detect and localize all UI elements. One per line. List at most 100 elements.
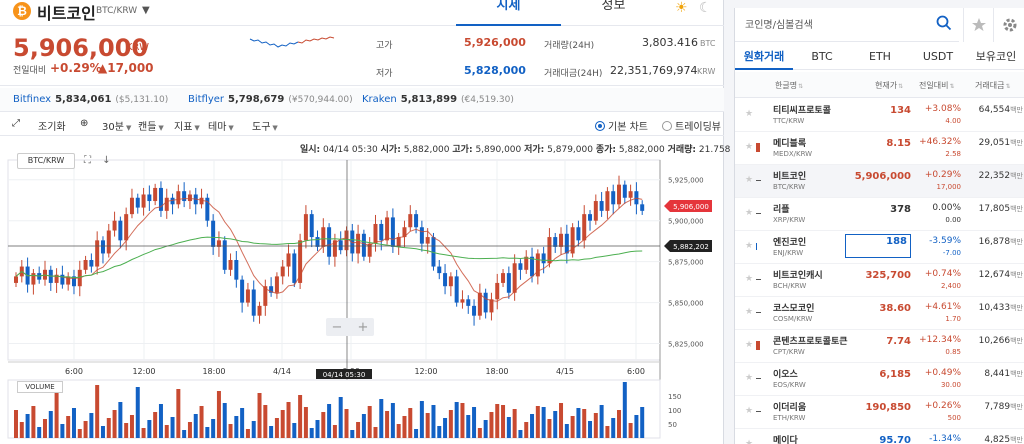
candle-body (483, 292, 488, 313)
volume-bar (222, 403, 227, 438)
indicator-select[interactable]: 지표 ▼ (174, 122, 200, 133)
x-tick-label: 12:00 (132, 367, 155, 376)
favorite-star-icon[interactable]: ★ (745, 175, 754, 185)
favorite-star-icon[interactable]: ★ (745, 241, 754, 251)
settings-button[interactable] (993, 8, 1024, 42)
expand-icon[interactable]: ⤢ (12, 118, 20, 129)
table-row[interactable]: ★ 메이다 95.70 -1.34% 4,825백만 (735, 429, 1024, 444)
basic-chart-radio[interactable]: 기본 차트 (595, 118, 648, 133)
volume-bar (182, 430, 187, 438)
coin-dropdown-icon[interactable]: ▼ (142, 5, 150, 16)
trade-panel: ₿ 비트코인 BTC/KRW ▼ 시세 정보 ☀ ☾ 5,906,000 KRW… (0, 0, 730, 444)
volume-bar (582, 409, 587, 438)
col-name[interactable]: 한글명⇅ (775, 81, 804, 90)
favorite-star-icon[interactable]: ★ (745, 307, 754, 317)
price-chart[interactable]: 5,925,000 5,900,000 5,875,000 5,850,000 5,82… (0, 138, 724, 444)
favorite-star-icon[interactable]: ★ (745, 109, 754, 119)
coin-price: 7.74 (886, 336, 911, 347)
coin-name[interactable]: 비트코인 (37, 4, 96, 23)
candle-body (240, 279, 245, 303)
table-row[interactable]: ★ 콘텐츠프로토콜토큰 CPT/KRW 7.74 +12.34% 0.85 10,266백만 (735, 330, 1024, 363)
candle-body (472, 305, 477, 316)
change-label: 전일대비 (13, 66, 47, 76)
candle-body (518, 263, 523, 270)
tab-quote[interactable]: 시세 (456, 0, 561, 26)
table-row[interactable]: ★ 이더리움 ETH/KRW 190,850 +0.26% 500 7,789백만 (735, 396, 1024, 429)
coin-change-percent: +0.26% (924, 401, 961, 411)
volume-bar (42, 419, 47, 438)
col-volume[interactable]: 거래대금⇅ (975, 81, 1011, 90)
favorite-star-icon[interactable]: ★ (745, 340, 754, 350)
y-tick-label: 5,875,000 (668, 259, 704, 267)
fullscreen-icon[interactable]: ⛶ (84, 155, 91, 166)
table-row[interactable]: ★ 메디블록 MEDX/KRW 8.15 +46.32% 2.58 29,051백만 (735, 132, 1024, 165)
favorite-star-icon[interactable]: ★ (745, 274, 754, 284)
sun-icon[interactable]: ☀ (675, 0, 688, 16)
exchange-bitfinex: Bitfinex 5,834,061 ($5,131.10) (13, 94, 169, 105)
candle-body (95, 240, 100, 267)
chart-pair-tag[interactable]: BTC/KRW (17, 153, 75, 169)
volume-bar (489, 412, 494, 438)
search-icon[interactable] (935, 14, 953, 32)
candle-body (576, 227, 581, 241)
candle-body (414, 214, 419, 228)
theme-select[interactable]: 테마 ▼ (208, 122, 234, 133)
candle-body (303, 214, 308, 241)
volume-bar (338, 397, 343, 438)
candle-body (332, 240, 337, 257)
volume-bar (541, 407, 546, 438)
col-change[interactable]: 전일대비⇅ (919, 81, 955, 90)
volume-bar (547, 419, 552, 438)
candle-select[interactable]: 캔들 ▼ (138, 122, 164, 133)
market-panel: 원화거래 BTC ETH USDT 보유코인 한글명⇅ 현재가⇅ 전일대비⇅ 거… (734, 8, 1024, 444)
table-row[interactable]: ★ 이오스 EOS/KRW 6,185 +0.49% 30.00 8,441백만 (735, 363, 1024, 396)
volume-bar (559, 403, 564, 438)
candle-body (466, 299, 471, 306)
coin-name: 엔진코인 (773, 238, 807, 248)
volume-bar (263, 405, 268, 438)
volume-bar (530, 414, 535, 438)
volume-bar (77, 429, 82, 438)
interval-select[interactable]: 30분 ▼ (102, 122, 132, 133)
volume-bar (570, 416, 575, 438)
favorite-star-icon[interactable]: ★ (745, 142, 754, 152)
table-row[interactable]: ★ 비트코인 BTC/KRW 5,906,000 +0.29% 17,000 22,352백… (735, 165, 1024, 198)
reset-button[interactable]: 조기화 (38, 122, 66, 133)
volume-bar (512, 409, 517, 438)
table-row[interactable]: ★ 티티씨프로토콜 TTC/KRW 134 +3.08% 4.00 64,554백만 (735, 99, 1024, 132)
price-unit: KRW (126, 42, 149, 53)
volume-bar (66, 416, 71, 438)
volume-bar (135, 387, 140, 438)
favorite-star-icon[interactable]: ★ (745, 439, 754, 444)
moon-icon[interactable]: ☾ (699, 0, 712, 16)
favorite-star-icon[interactable]: ★ (745, 373, 754, 383)
candle-body (31, 273, 36, 285)
table-row[interactable]: ★ 비트코인캐시 BCH/KRW 325,700 +0.74% 2,400 12,674백만 (735, 264, 1024, 297)
tab-eth-market[interactable]: ETH (869, 50, 891, 63)
table-row[interactable]: ★ 리플 XRP/KRW 378 0.00% 0.00 17,805백만 (735, 198, 1024, 231)
flat-indicator-icon (756, 279, 761, 280)
candle-body (628, 191, 633, 198)
table-row[interactable]: ★ 엔진코인 ENJ/KRW 188 -3.59% -7.00 16,878백만 (735, 231, 1024, 264)
arrow-down-icon[interactable]: ↓ (102, 155, 111, 166)
coin-price: 134 (890, 105, 911, 116)
globe-icon[interactable]: ⊕ (80, 118, 89, 129)
x-tick-label: 4/14 (273, 367, 291, 376)
candle-body (506, 273, 511, 293)
tab-btc-market[interactable]: BTC (811, 50, 833, 63)
volume-bar (495, 404, 500, 438)
tab-holdings[interactable]: 보유코인 (975, 50, 1017, 63)
tab-info[interactable]: 정보 (601, 0, 626, 13)
tradingview-radio[interactable]: 트레이딩뷰 (662, 118, 721, 133)
tools-select[interactable]: 도구 ▼ (252, 122, 278, 133)
candle-body (460, 299, 465, 303)
favorites-button[interactable] (963, 8, 993, 42)
col-price[interactable]: 현재가⇅ (875, 81, 904, 90)
favorite-star-icon[interactable]: ★ (745, 208, 754, 218)
market-table-header: 한글명⇅ 현재가⇅ 전일대비⇅ 거래대금⇅ (735, 72, 1024, 98)
search-input[interactable] (745, 16, 935, 34)
favorite-star-icon[interactable]: ★ (745, 406, 754, 416)
tab-krw-market[interactable]: 원화거래 (735, 44, 793, 70)
tab-usdt-market[interactable]: USDT (922, 50, 954, 63)
table-row[interactable]: ★ 코스모코인 COSM/KRW 38.60 +4.61% 1.70 10,433백만 (735, 297, 1024, 330)
